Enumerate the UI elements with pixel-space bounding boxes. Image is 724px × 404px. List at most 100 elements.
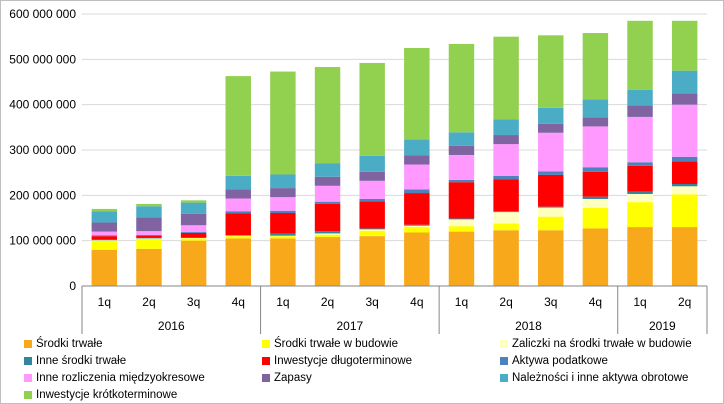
bar-segment [404,225,430,228]
x-category-label: 3q [544,295,557,309]
legend-swatch [262,374,270,382]
bar-segment [136,206,162,218]
legend-label: Aktywa podatkowe [512,355,608,367]
bar-segment [314,176,341,186]
bar-segment [582,33,609,100]
legend: Środki trwałe Środki trwałe w budowie Zali… [0,334,724,404]
legend-swatch [262,340,270,348]
bar-segment [448,154,475,180]
bar-segment [359,198,385,202]
bar-segment [225,189,251,199]
bar-segment [582,99,609,118]
y-axis-tick-labels: 0 100 000 000 200 000 000 300 000 000 400 00… [9,7,76,293]
legend-item: Inne rozliczenia międzyokresowe [24,372,205,384]
bar-segment [404,139,430,156]
bar-segment [493,230,519,286]
bar-segment [493,179,519,212]
bar-segment [91,211,118,223]
y-tick-label: 400 000 000 [9,98,76,112]
bar-segment [493,223,519,231]
bar-segment [538,207,564,217]
bar-segment [270,233,296,236]
legend-label: Inne rozliczenia międzyokresowe [36,372,205,384]
bar-segment [270,71,296,175]
bar-segment [493,144,519,176]
bar-segment [448,179,475,183]
bar-segment [404,155,430,165]
legend-item: Inwestycje krótkoterminowe [24,389,177,401]
legend-label: Inwestycje długoterminowe [274,355,413,367]
bar-segment [627,20,653,90]
bar-segment [404,193,430,225]
bar-segment [270,238,296,286]
legend-label: Zaliczki na środki trwałe w budowie [512,338,692,350]
bar-segment [627,193,653,203]
x-category-label: 4q [410,295,423,309]
legend-item: Należności i inne aktywa obrotowe [500,372,688,384]
bar-segment [448,226,475,232]
bar-segment [671,156,698,162]
x-category-label: 4q [589,295,602,309]
bar-segment [538,123,564,133]
legend-item: Inwestycje długoterminowe [262,355,412,367]
bar-segment [314,185,341,202]
bar-segment [225,238,251,286]
bar-segment [448,219,475,227]
bar-segment [582,228,609,286]
bar-segment [180,202,207,214]
legend-label: Należności i inne aktywa obrotowe [512,372,689,384]
x-year-label: 2018 [515,319,542,333]
x-category-label: 2q [142,295,155,309]
bar-segment [627,116,653,163]
bar-segment [493,135,519,145]
bar-segment [582,198,609,209]
bar-segment [359,230,385,237]
bar-segment [627,89,653,106]
legend-label: Inne środki trwałe [36,355,127,367]
bar-segment [270,210,296,214]
bar-segment [91,236,118,240]
bar-segment [91,231,118,236]
bar-segment [91,240,118,250]
bar-segment [359,180,385,199]
x-category-label: 2q [499,295,512,309]
bar-segment [448,43,475,133]
x-year-label: 2017 [337,319,364,333]
bar-segment [225,175,251,190]
y-tick-label: 600 000 000 [9,7,76,21]
legend-item: Zaliczki na środki trwałe w budowie [500,338,692,350]
bar-segment [314,67,341,164]
x-year-label: 2016 [158,319,185,333]
bar-segment [671,161,698,184]
bar-segment [314,163,341,177]
legend-swatch [262,357,270,365]
y-tick-label: 100 000 000 [9,234,76,248]
bar-segment [180,232,207,238]
bar-segment [180,232,207,233]
bar-segment [582,117,609,127]
y-tick-label: 500 000 000 [9,52,76,66]
x-axis [81,285,708,334]
bar-segment [359,171,385,181]
bar-segment [225,213,251,236]
bar-segment [671,186,698,195]
bar-segment [91,235,118,237]
bar-segment [270,213,296,234]
legend-item: Zapasy [262,372,312,384]
bar-segment [493,212,519,224]
bar-segment [225,236,251,239]
bar-segment [671,104,698,157]
x-axis-year-labels: 2016 2017 2018 2019 [158,319,676,333]
stacked-bar-chart: 0 100 000 000 200 000 000 300 000 000 400 00… [9,7,708,334]
bar-segment [270,236,296,239]
bar-segment [314,234,341,238]
legend-swatch [500,357,508,365]
bar-segment [582,196,609,199]
bar-segment [359,201,385,229]
bar-segment [627,202,653,228]
bar-segment [538,174,564,207]
bar-segment [180,200,207,203]
legend-label: Zapasy [274,372,312,384]
x-category-label: 1q [455,295,468,309]
bar-segment [180,225,207,233]
